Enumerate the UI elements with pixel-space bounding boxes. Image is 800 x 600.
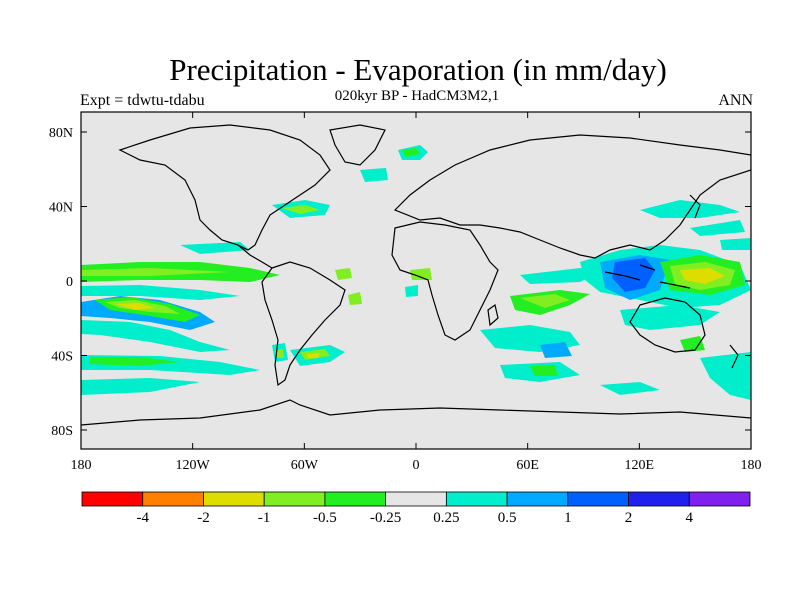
anomaly-patch	[700, 352, 751, 400]
colorbar-swatch	[628, 491, 690, 507]
lon-tick-label: 0	[413, 458, 420, 473]
anomaly-patch	[520, 268, 600, 284]
anomaly-field	[81, 145, 751, 400]
lat-tick-label: 40N	[49, 201, 73, 216]
europe-asia-coast	[393, 134, 751, 259]
colorbar-label: 4	[686, 510, 694, 526]
colorbar-label: 1	[564, 510, 572, 526]
anomaly-patch	[81, 378, 200, 395]
anomaly-patch	[360, 168, 388, 182]
anomaly-patch	[405, 285, 418, 297]
north-america-coast	[118, 124, 331, 251]
colorbar: -4 -2 -1 -0.5 -0.25 0.25 0.5 1 2 4	[81, 491, 751, 526]
colorbar-swatch	[203, 491, 265, 507]
colorbar-swatch	[567, 491, 629, 507]
africa-coast	[391, 221, 499, 341]
anomaly-patch	[530, 365, 558, 376]
colorbar-label: -2	[197, 510, 210, 526]
season-label: ANN	[718, 92, 753, 109]
lon-tick-label: 60W	[291, 458, 319, 473]
colorbar-swatch	[385, 491, 447, 507]
lon-tick-label: 120E	[625, 458, 655, 473]
map-subtitle: 020kyr BP - HadCM3M2,1	[334, 88, 500, 104]
colorbar-label: -1	[258, 510, 271, 526]
colorbar-swatch	[688, 491, 751, 507]
anomaly-patch	[690, 220, 745, 236]
colorbar-swatch	[142, 491, 204, 507]
colorbar-label: -4	[136, 510, 149, 526]
anomaly-patch	[180, 242, 250, 254]
anomaly-patch	[720, 238, 751, 250]
latitude-axis: 80N 40N 0 40S 80S	[49, 126, 751, 439]
anomaly-patch	[680, 268, 725, 284]
coastlines	[81, 124, 751, 426]
colorbar-swatch	[324, 491, 387, 507]
anomaly-patch	[402, 148, 420, 157]
colorbar-swatch	[506, 491, 569, 507]
lat-tick-label: 80N	[49, 126, 73, 141]
colorbar-label: 0.25	[433, 510, 459, 526]
colorbar-label: -0.5	[313, 510, 337, 526]
anomaly-patch	[282, 205, 320, 214]
map-title: Precipitation - Evaporation (in mm/day)	[169, 52, 667, 87]
new-zealand-coast	[729, 344, 739, 369]
lat-tick-label: 0	[66, 275, 73, 290]
anomaly-patch	[680, 336, 705, 352]
anomaly-patch	[600, 382, 660, 395]
lon-tick-label: 180	[71, 458, 92, 473]
anomaly-patch	[307, 353, 320, 358]
japan-coast	[689, 194, 701, 219]
colorbar-label: 0.5	[498, 510, 517, 526]
anomaly-patch	[90, 357, 180, 366]
anomaly-patch	[348, 292, 362, 305]
south-america-coast	[261, 261, 346, 387]
anomaly-patch	[115, 303, 155, 310]
central-america-coast	[237, 244, 273, 269]
colorbar-swatch	[263, 491, 326, 507]
longitude-axis: 180 120W 60W 0 60E 120E 180	[71, 112, 762, 473]
anomaly-patch	[540, 342, 572, 358]
colorbar-swatch	[81, 491, 144, 507]
lon-tick-label: 120W	[176, 458, 211, 473]
anomaly-patch	[520, 294, 570, 308]
greenland-coast	[329, 124, 386, 166]
madagascar-coast	[487, 303, 499, 327]
lon-tick-label: 60E	[516, 458, 539, 473]
colorbar-label: 2	[625, 510, 633, 526]
anomaly-patch	[81, 320, 230, 352]
anomaly-patch	[81, 285, 240, 300]
anomaly-patch	[81, 268, 230, 276]
australia-coast	[629, 297, 706, 353]
lat-tick-label: 80S	[51, 424, 73, 439]
indonesia-coast	[604, 264, 691, 289]
antarctica-coast	[81, 399, 751, 426]
lat-tick-label: 40S	[51, 350, 73, 365]
anomaly-patch	[335, 268, 352, 280]
colorbar-swatch	[445, 491, 508, 507]
lon-tick-label: 180	[741, 458, 762, 473]
anomaly-patch	[410, 268, 432, 280]
experiment-label: Expt = tdwtu-tdabu	[80, 92, 205, 109]
colorbar-label: -0.25	[370, 510, 401, 526]
